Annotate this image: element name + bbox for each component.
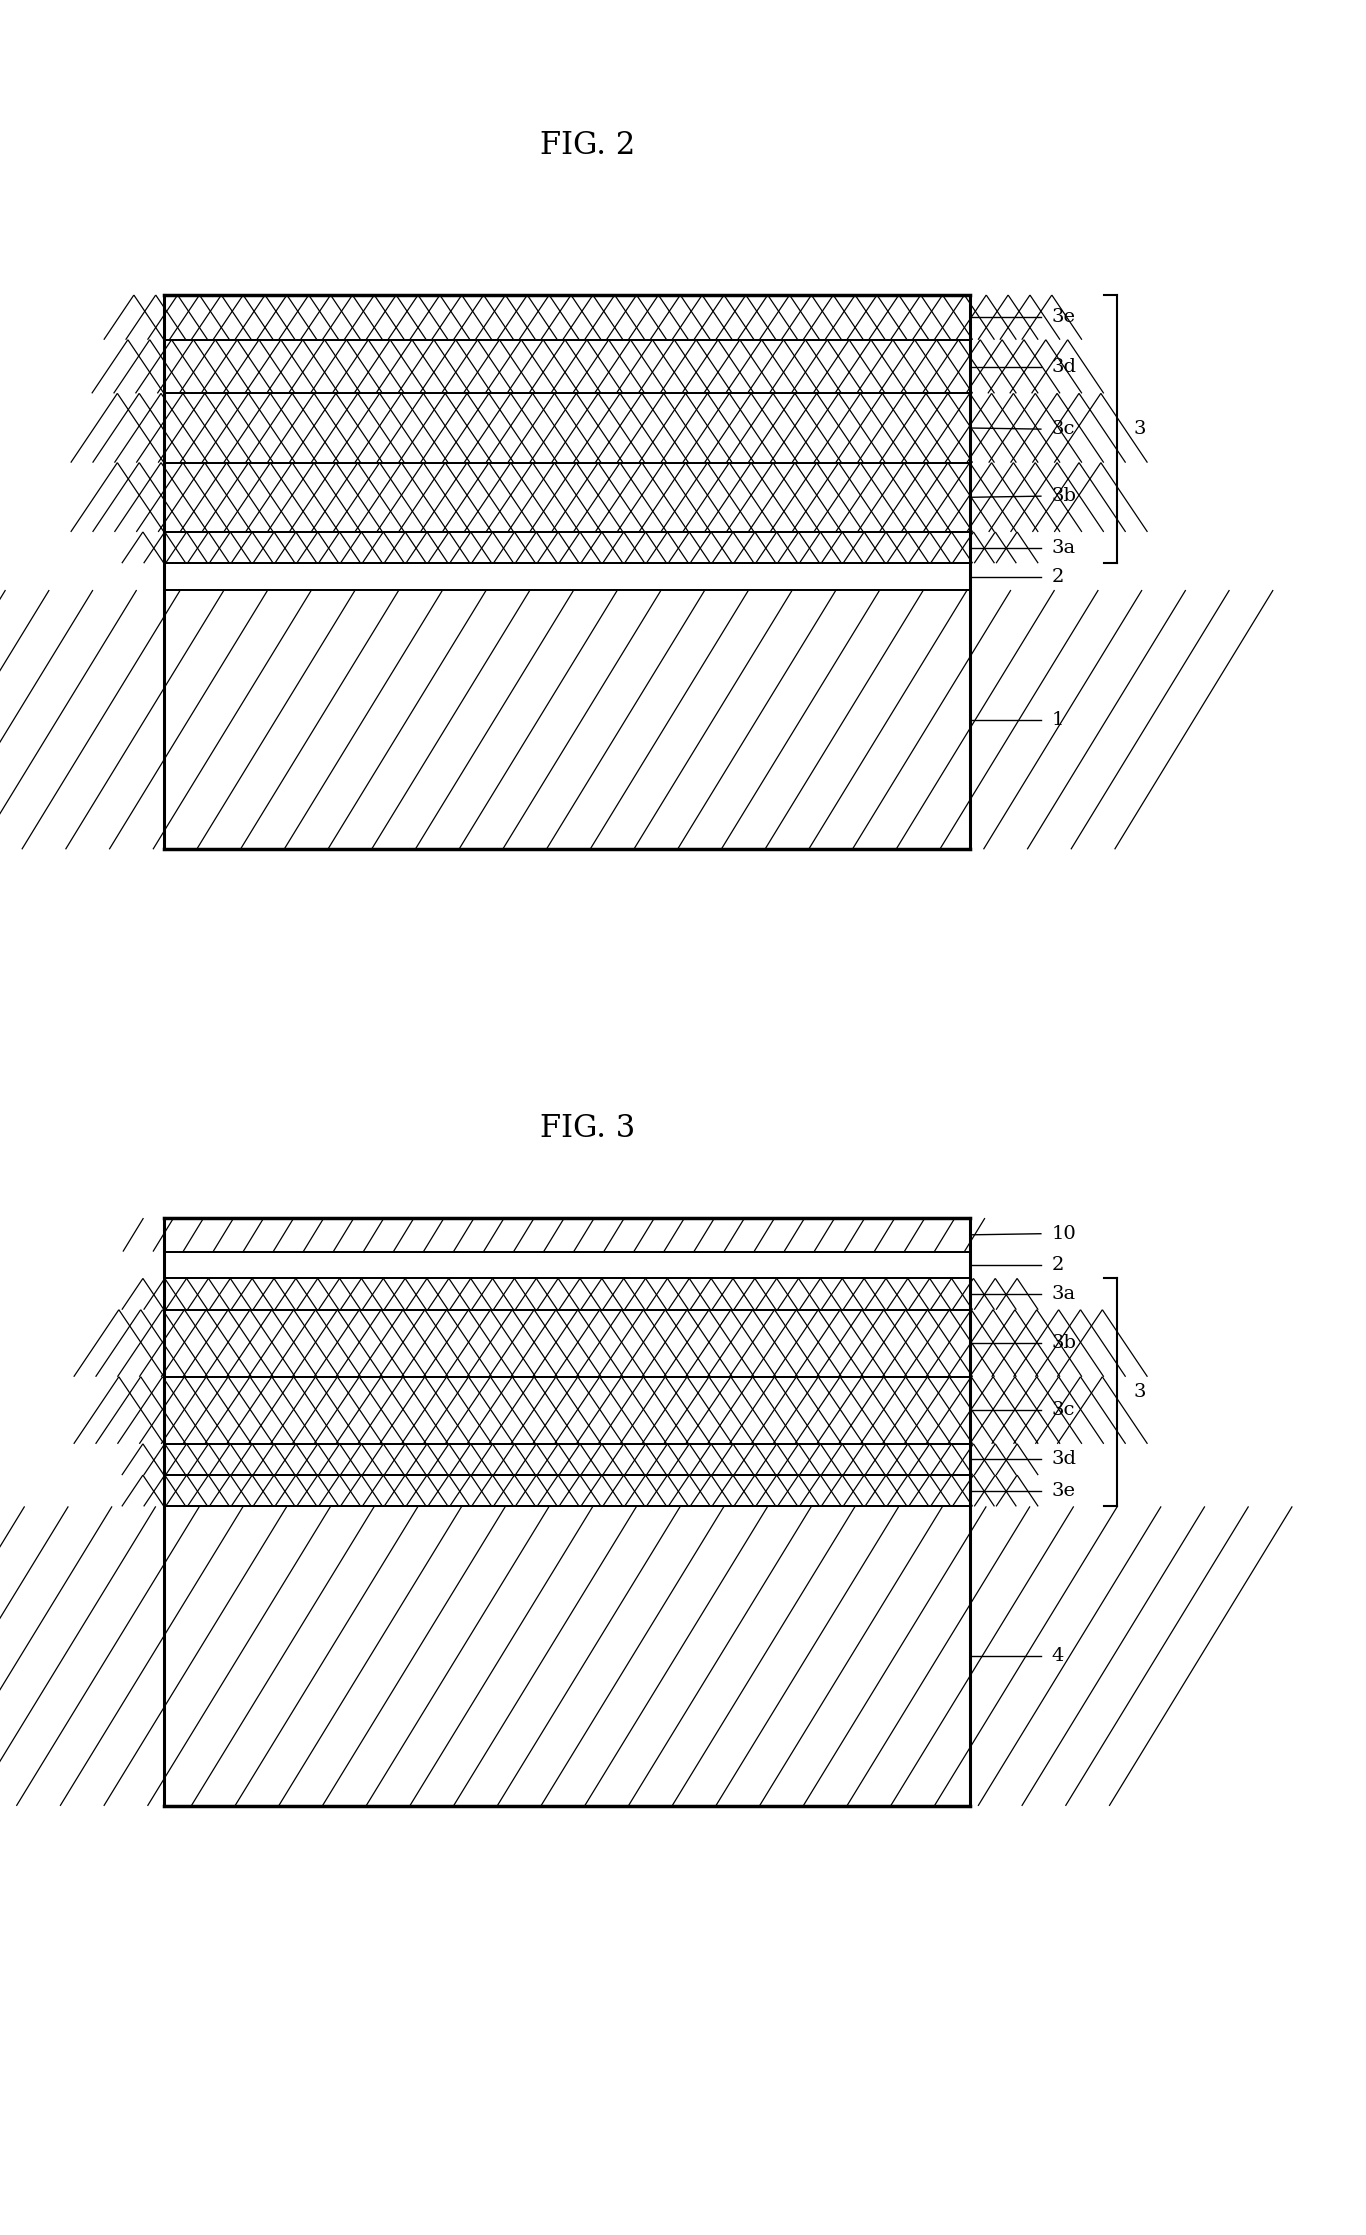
Text: 3e: 3e [1052, 1482, 1076, 1500]
Text: 4: 4 [1052, 1647, 1064, 1665]
Text: FIG. 2: FIG. 2 [540, 130, 635, 161]
Bar [164, 1475, 970, 1506]
Text: 3b: 3b [1052, 1334, 1076, 1352]
Text: 3b: 3b [1052, 487, 1076, 505]
Text: 3a: 3a [1052, 1285, 1076, 1303]
Text: 3c: 3c [1052, 420, 1075, 438]
Bar [164, 295, 970, 340]
Text: FIG. 3: FIG. 3 [540, 1113, 635, 1144]
Text: 2: 2 [1052, 1256, 1064, 1274]
Text: 2: 2 [1052, 568, 1064, 586]
Text: 3c: 3c [1052, 1401, 1075, 1419]
Text: 3: 3 [1134, 420, 1146, 438]
Bar [164, 463, 970, 532]
Text: 1: 1 [1052, 711, 1064, 729]
Bar [164, 1444, 970, 1475]
Text: 3d: 3d [1052, 1451, 1076, 1468]
Bar [164, 1506, 970, 1806]
Bar [164, 1218, 970, 1252]
Text: 3: 3 [1134, 1383, 1146, 1401]
Bar [164, 393, 970, 463]
Text: 3d: 3d [1052, 358, 1076, 375]
Bar [164, 1252, 970, 1278]
Text: 3a: 3a [1052, 539, 1076, 557]
Bar [164, 1377, 970, 1444]
Bar [164, 340, 970, 393]
Bar [164, 1278, 970, 1310]
Text: 10: 10 [1052, 1225, 1076, 1243]
Bar [164, 563, 970, 590]
Text: 3e: 3e [1052, 308, 1076, 326]
Bar [164, 590, 970, 849]
Bar [164, 1310, 970, 1377]
Bar [164, 532, 970, 563]
